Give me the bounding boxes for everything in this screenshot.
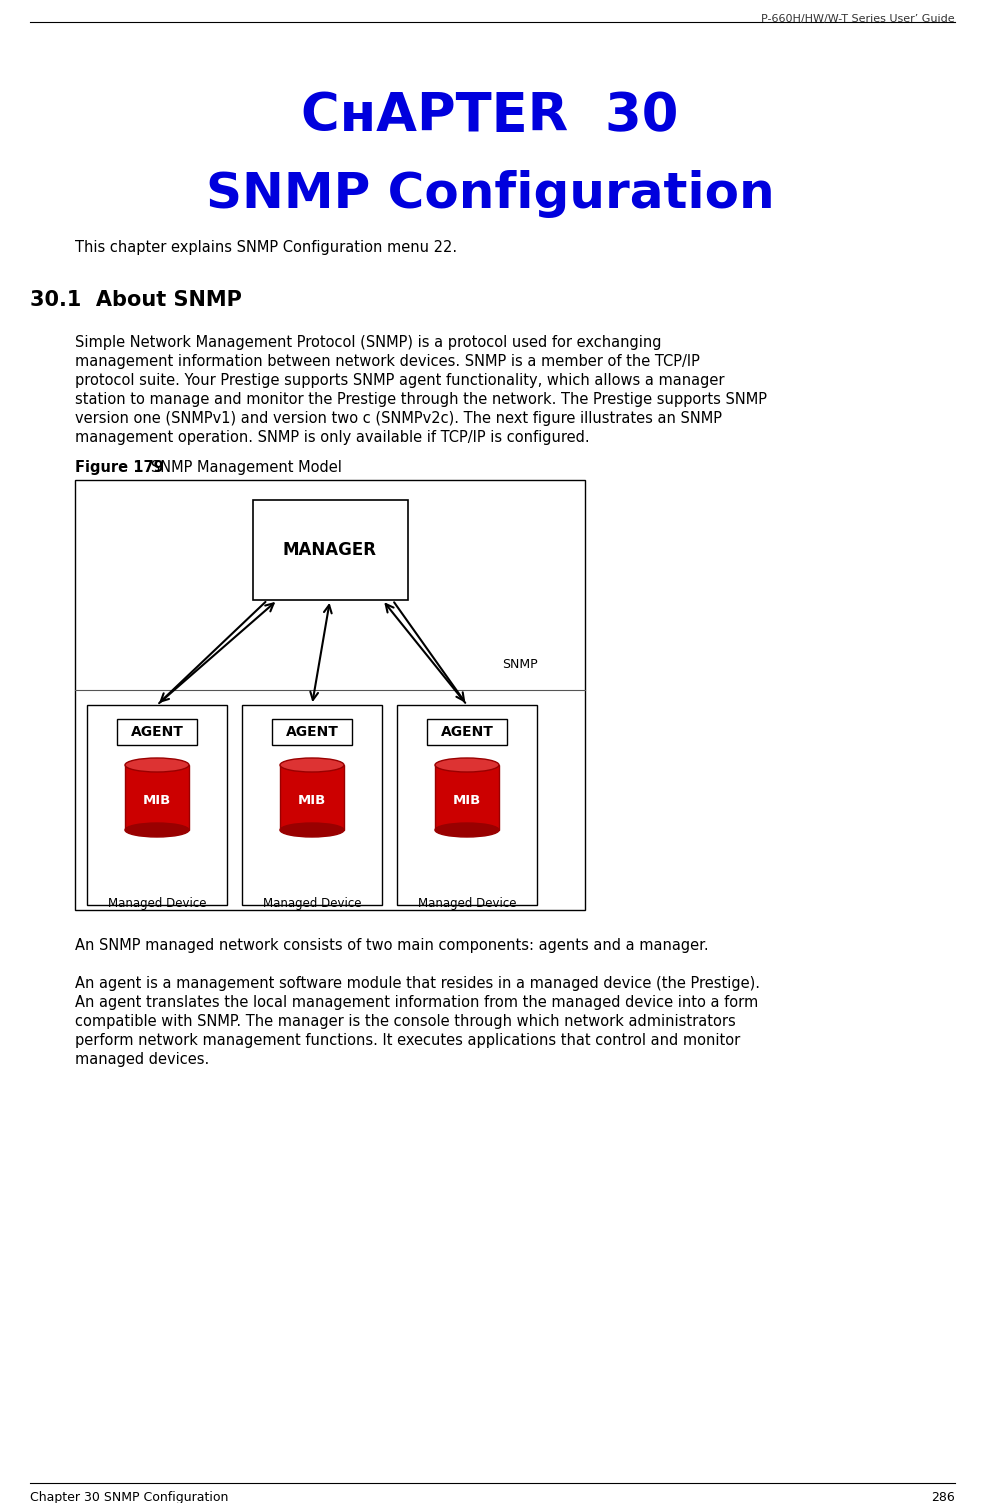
Polygon shape [435, 765, 499, 830]
Ellipse shape [280, 758, 344, 773]
Text: Managed Device: Managed Device [418, 897, 516, 909]
Text: MIB: MIB [143, 794, 171, 807]
Ellipse shape [435, 824, 499, 837]
Text: AGENT: AGENT [440, 724, 493, 739]
Ellipse shape [125, 758, 189, 773]
Text: version one (SNMPv1) and version two c (SNMPv2c). The next figure illustrates an: version one (SNMPv1) and version two c (… [75, 410, 722, 425]
Text: An agent is a management software module that resides in a managed device (the P: An agent is a management software module… [75, 975, 760, 990]
Text: station to manage and monitor the Prestige through the network. The Prestige sup: station to manage and monitor the Presti… [75, 392, 767, 407]
Text: Managed Device: Managed Device [263, 897, 361, 909]
Text: AGENT: AGENT [130, 724, 183, 739]
Bar [242, 705, 382, 905]
Bar [75, 479, 585, 909]
Polygon shape [125, 765, 189, 830]
Text: Figure 179: Figure 179 [75, 460, 164, 475]
Text: This chapter explains SNMP Configuration menu 22.: This chapter explains SNMP Configuration… [75, 240, 457, 256]
Text: CʜAPTER  30: CʜAPTER 30 [301, 90, 679, 141]
Text: SNMP Configuration: SNMP Configuration [206, 170, 774, 218]
Bar [87, 705, 227, 905]
Bar [427, 718, 507, 745]
Text: Simple Network Management Protocol (SNMP) is a protocol used for exchanging: Simple Network Management Protocol (SNMP… [75, 335, 661, 350]
Text: An agent translates the local management information from the managed device int: An agent translates the local management… [75, 995, 758, 1010]
Bar [252, 500, 407, 600]
Text: SNMP: SNMP [502, 658, 538, 672]
Text: MIB: MIB [298, 794, 326, 807]
Text: P-660H/HW/W-T Series User’ Guide: P-660H/HW/W-T Series User’ Guide [761, 14, 955, 24]
Text: AGENT: AGENT [285, 724, 338, 739]
Text: managed devices.: managed devices. [75, 1052, 209, 1067]
Bar [397, 705, 537, 905]
Text: MIB: MIB [453, 794, 481, 807]
Ellipse shape [280, 824, 344, 837]
Text: compatible with SNMP. The manager is the console through which network administr: compatible with SNMP. The manager is the… [75, 1015, 736, 1030]
Polygon shape [280, 765, 344, 830]
Text: 30.1  About SNMP: 30.1 About SNMP [30, 290, 242, 310]
Text: SNMP Management Model: SNMP Management Model [137, 460, 341, 475]
Bar [272, 718, 352, 745]
Text: Managed Device: Managed Device [108, 897, 206, 909]
Ellipse shape [125, 824, 189, 837]
Text: 286: 286 [931, 1491, 955, 1503]
Bar [117, 718, 197, 745]
Text: perform network management functions. It executes applications that control and : perform network management functions. It… [75, 1033, 741, 1048]
Text: An SNMP managed network consists of two main components: agents and a manager.: An SNMP managed network consists of two … [75, 938, 708, 953]
Text: protocol suite. Your Prestige supports SNMP agent functionality, which allows a : protocol suite. Your Prestige supports S… [75, 373, 725, 388]
Ellipse shape [435, 758, 499, 773]
Text: MANAGER: MANAGER [283, 541, 377, 559]
Text: Chapter 30 SNMP Configuration: Chapter 30 SNMP Configuration [30, 1491, 229, 1503]
Text: management information between network devices. SNMP is a member of the TCP/IP: management information between network d… [75, 355, 699, 370]
Text: management operation. SNMP is only available if TCP/IP is configured.: management operation. SNMP is only avail… [75, 430, 590, 445]
